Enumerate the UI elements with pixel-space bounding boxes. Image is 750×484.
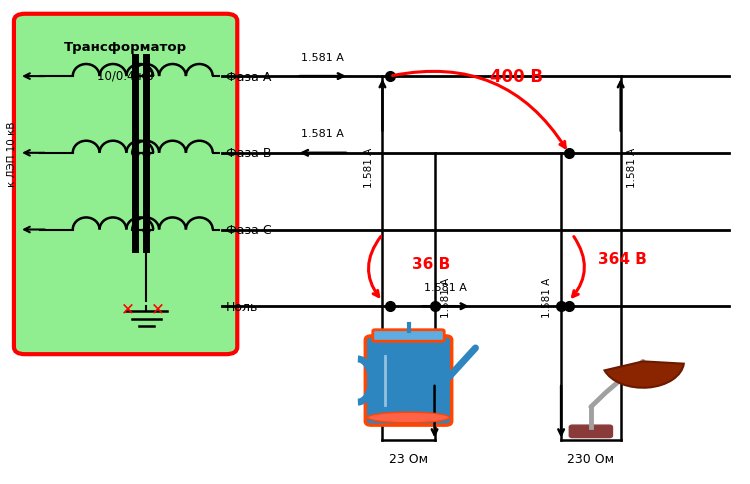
Text: Фаза B: Фаза B: [226, 147, 272, 160]
Text: Фаза C: Фаза C: [226, 224, 272, 237]
Text: 1.581 A: 1.581 A: [302, 129, 344, 139]
Text: Фаза A: Фаза A: [226, 71, 272, 83]
Text: ✕: ✕: [121, 300, 135, 318]
FancyBboxPatch shape: [365, 336, 452, 425]
FancyBboxPatch shape: [569, 425, 613, 438]
Text: к ЛЭП 10 кВ: к ЛЭП 10 кВ: [7, 121, 16, 186]
Text: 364 B: 364 B: [598, 251, 647, 266]
Text: 400 B: 400 B: [490, 68, 543, 86]
Text: Ноль: Ноль: [226, 300, 259, 313]
Text: 23 Ом: 23 Ом: [389, 453, 428, 466]
Text: 1.581 A: 1.581 A: [364, 148, 374, 188]
Text: Трансформатор: Трансформатор: [64, 41, 188, 54]
Ellipse shape: [368, 412, 449, 423]
FancyBboxPatch shape: [14, 15, 237, 354]
Text: 230 Ом: 230 Ом: [567, 453, 614, 466]
Wedge shape: [604, 362, 684, 388]
Text: 1.581 A: 1.581 A: [424, 282, 467, 292]
FancyBboxPatch shape: [373, 330, 444, 342]
Text: 1.581 A: 1.581 A: [302, 53, 344, 62]
Text: 36 B: 36 B: [413, 256, 451, 271]
Text: 1.581 A: 1.581 A: [440, 277, 451, 317]
Text: 10/0.4 кВ: 10/0.4 кВ: [98, 70, 154, 83]
Text: 1.581 A: 1.581 A: [542, 277, 552, 317]
Text: ✕: ✕: [151, 300, 164, 318]
Text: 1.581 A: 1.581 A: [626, 148, 637, 188]
